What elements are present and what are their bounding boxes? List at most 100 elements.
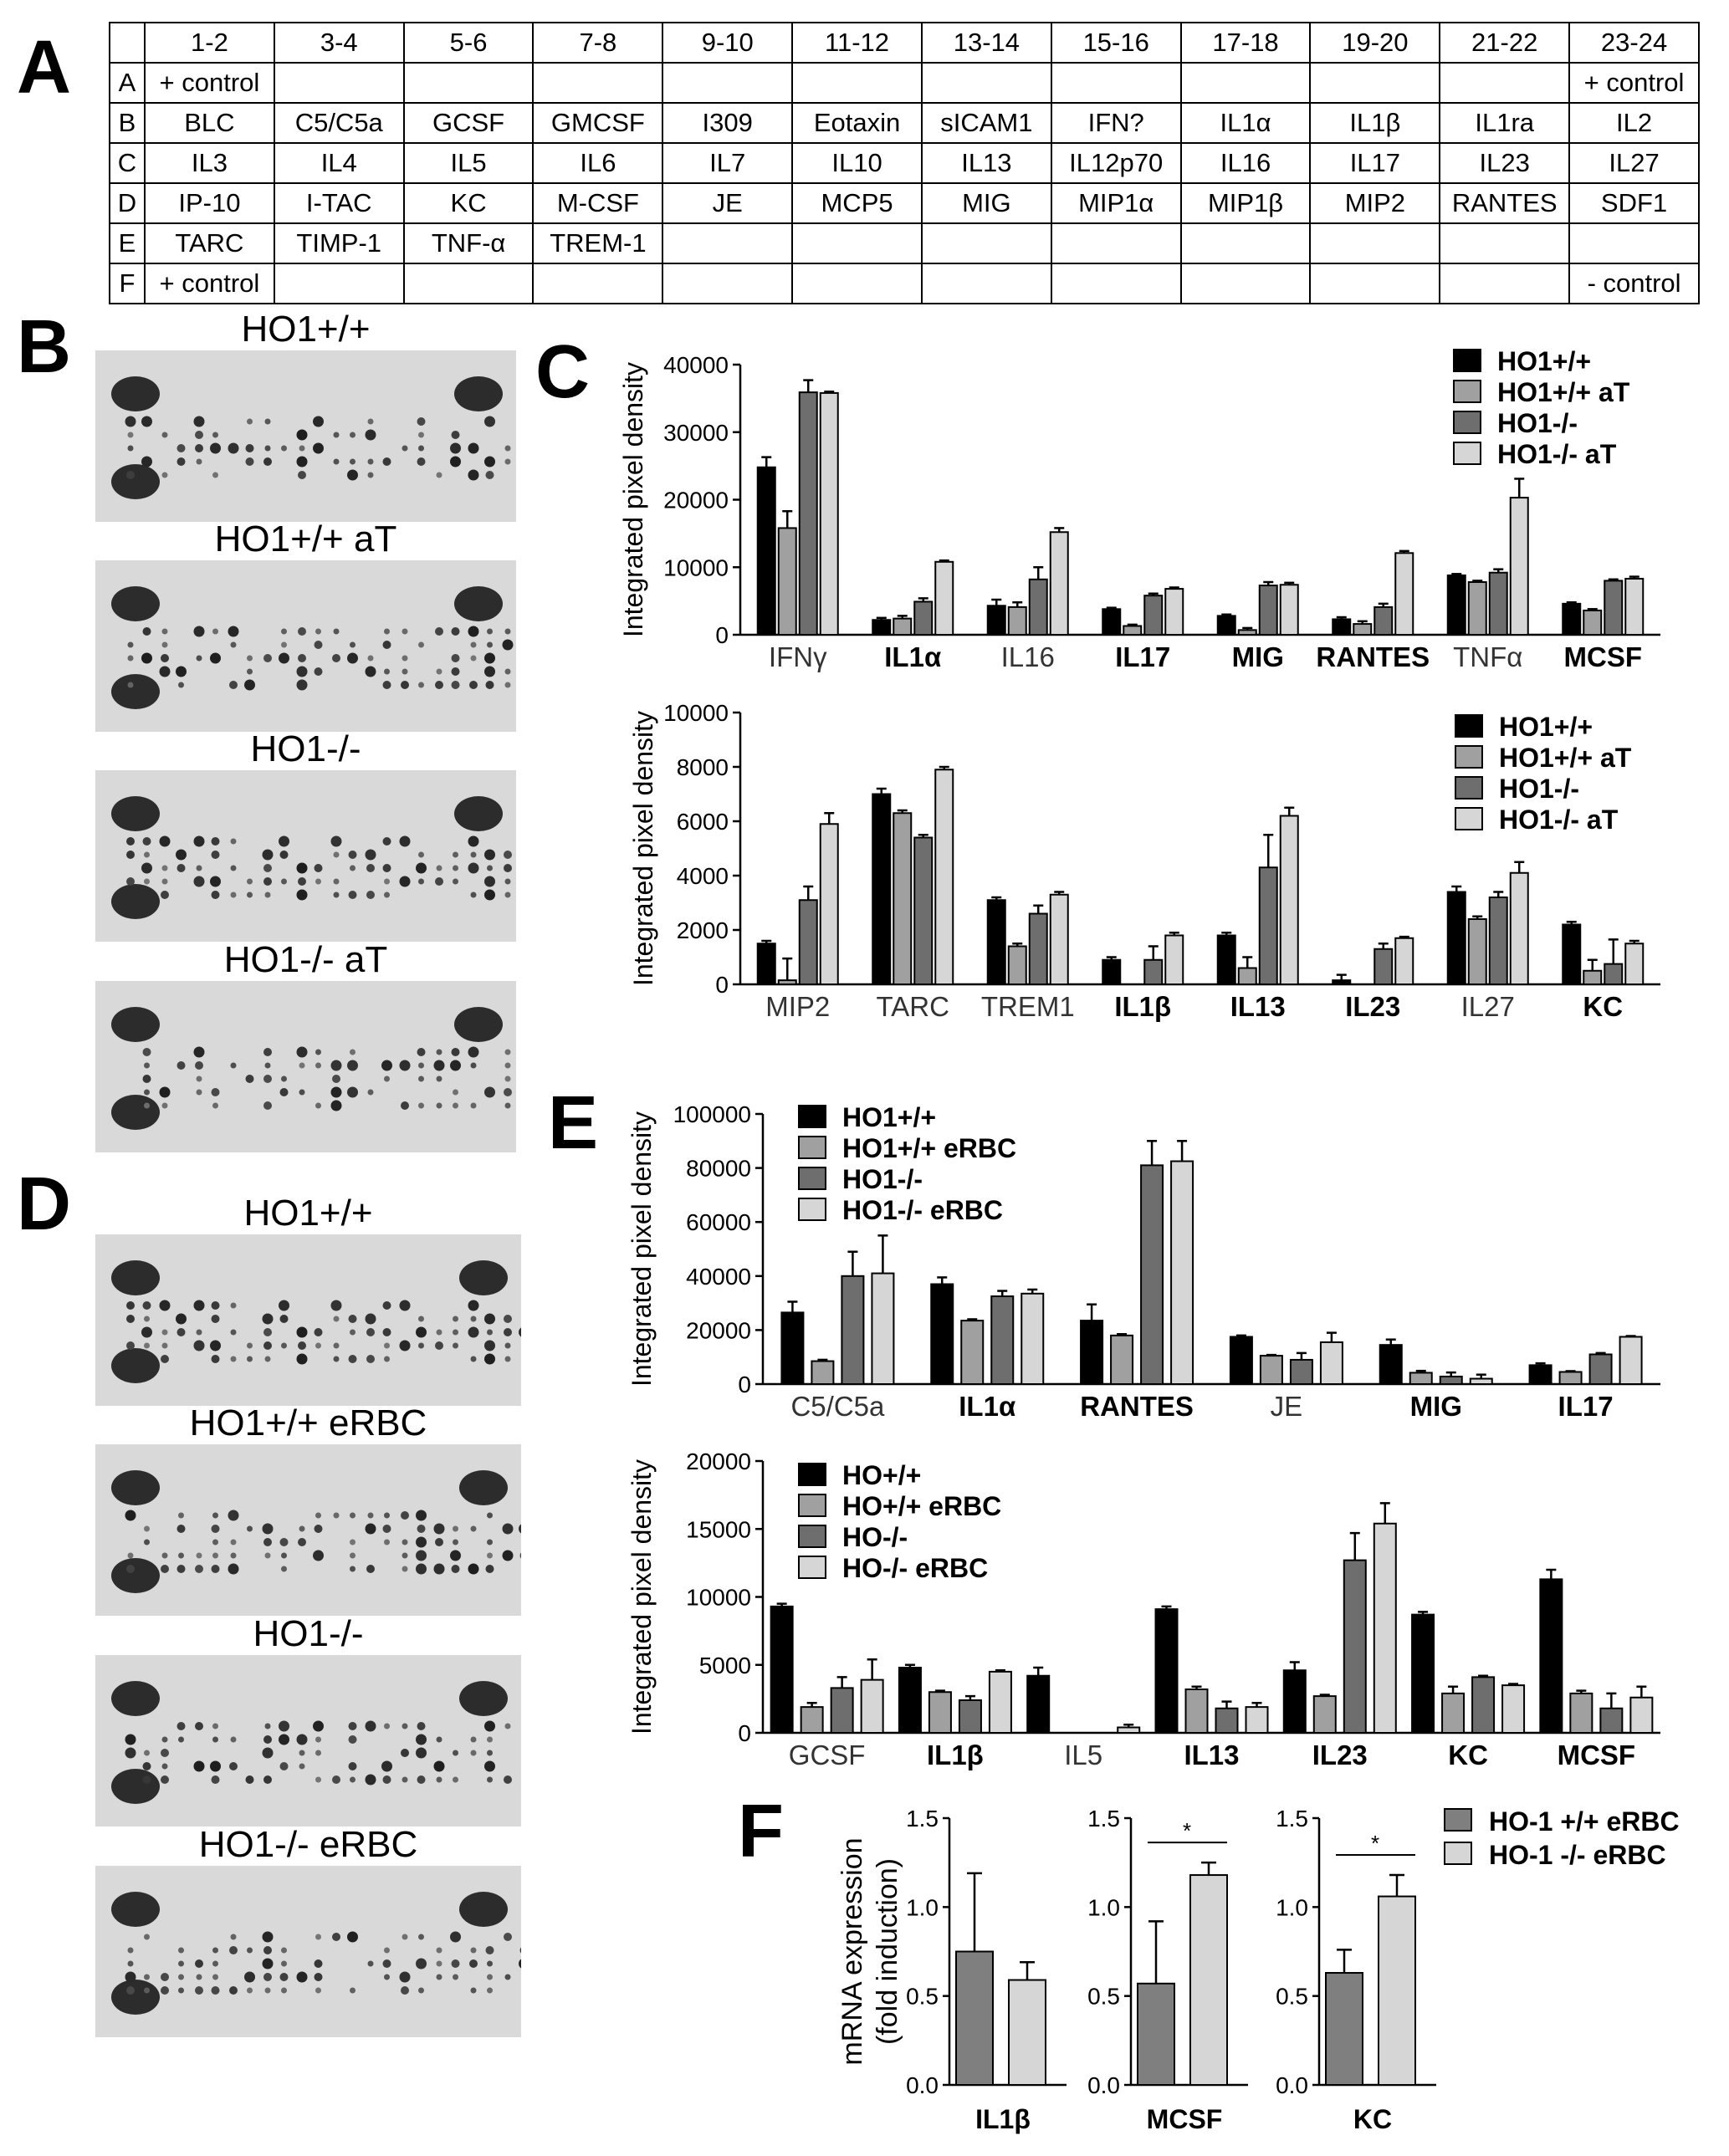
blot-spot (504, 1075, 511, 1082)
blot-spot (247, 1525, 253, 1532)
blot-spot (348, 851, 357, 859)
blot-spots (111, 1470, 521, 1593)
blot-spot (142, 1301, 151, 1310)
blot-spot (484, 652, 495, 664)
blot-image (95, 1655, 521, 1826)
table-cell (1179, 222, 1312, 264)
blot-spot (176, 1313, 187, 1325)
blot-spot (245, 1775, 254, 1784)
blot-spot (127, 655, 134, 662)
y-tick-label: 1.0 (1087, 1894, 1120, 1920)
table-cell (1439, 222, 1571, 264)
legend-label: HO1-/- aT (1499, 805, 1619, 835)
panel-label-f: F (738, 1790, 784, 1873)
bar (1604, 963, 1624, 985)
blot-spot (468, 626, 479, 637)
blot-spot (350, 1512, 356, 1519)
blot-spot (333, 878, 340, 885)
blot-spot (126, 877, 135, 886)
blot-spot (296, 1734, 308, 1745)
blot-spot (296, 666, 308, 677)
blot-spots (111, 1007, 512, 1130)
table-cell: JE (662, 182, 794, 224)
blot-spot (384, 668, 390, 675)
blot-spot (144, 1750, 150, 1756)
blot-spot (435, 1538, 443, 1546)
blot-spot (453, 851, 458, 858)
blot-spot (418, 1102, 424, 1109)
blot-spot (230, 1329, 237, 1336)
blot-spot (504, 1315, 512, 1323)
x-tick-label: MIG (1410, 1391, 1462, 1422)
table-cell (1050, 263, 1182, 304)
row-label-cell: A (109, 62, 146, 104)
blot-spot (470, 1750, 477, 1756)
blot-spot (435, 1341, 443, 1350)
blot-title: HO1-/- (253, 1613, 364, 1654)
bar (898, 1667, 922, 1734)
blot-spot (384, 1723, 390, 1729)
blot-spot (416, 1510, 427, 1521)
bar (1312, 1695, 1337, 1734)
bar (800, 1706, 824, 1734)
y-axis-label: Integrated pixel density (628, 711, 658, 986)
blot-spot (193, 1300, 205, 1311)
blot-spot (159, 835, 171, 847)
blot-spot (281, 878, 287, 885)
blot-spot (469, 1959, 478, 1968)
blot-spot (470, 655, 477, 662)
x-tick-label: TARC (877, 991, 949, 1022)
blot-spot (281, 641, 287, 648)
table-cell: + control (144, 62, 275, 104)
blot-spot (279, 1538, 289, 1546)
x-tick-label: IL23 (1345, 991, 1400, 1022)
bar (1189, 1874, 1228, 2086)
table-cell (1179, 62, 1312, 104)
blot-spot (296, 429, 308, 441)
blot-spot (161, 1763, 168, 1770)
blot-spot (144, 1316, 150, 1322)
blot-spot (487, 1539, 493, 1545)
blot-spot (504, 1088, 512, 1096)
blot-spot (263, 864, 272, 872)
legend-label: HO1+/+ eRBC (842, 1133, 1016, 1163)
blot-spot (484, 1340, 495, 1351)
table-cell: KC (402, 182, 535, 224)
blot-spot (347, 469, 358, 481)
blot-spot (127, 1552, 134, 1559)
blot-spot (504, 1049, 511, 1055)
blot-spot (176, 864, 186, 872)
blot-spot (487, 1329, 493, 1336)
blot-spot (418, 641, 424, 648)
blot-image (95, 770, 516, 942)
blot-spot (279, 1973, 289, 1981)
x-tick-label: C5/C5a (790, 1391, 885, 1422)
legend-swatch (798, 1556, 826, 1579)
blot-spot (296, 889, 308, 901)
table-cell: + control (1568, 62, 1700, 104)
blot-spot (399, 876, 411, 887)
blot-spot (366, 1565, 375, 1573)
blot-spot (263, 457, 272, 466)
blot-spot (247, 1947, 253, 1954)
x-tick-label: KC (1448, 1740, 1488, 1770)
blot-spot (418, 1062, 424, 1069)
blot-spot (244, 679, 255, 691)
bar (1588, 1353, 1613, 1385)
blot-spot (487, 641, 493, 648)
blot-spot (333, 1342, 340, 1349)
blot-spot (350, 865, 356, 871)
bar (1394, 937, 1414, 985)
blot-spot (333, 1356, 340, 1362)
blot-spot (212, 1512, 218, 1519)
blot-spot (348, 1722, 357, 1730)
blot-title: HO1+/+ aT (214, 519, 397, 559)
blot-spot (384, 1356, 390, 1362)
panel-label-d: D (17, 1162, 71, 1246)
blot-spot (211, 1986, 220, 1995)
blot-spot (144, 1342, 150, 1349)
blot-spot (384, 1512, 390, 1519)
blot-spot (296, 862, 308, 874)
table-header-cell: 23-24 (1568, 22, 1700, 64)
